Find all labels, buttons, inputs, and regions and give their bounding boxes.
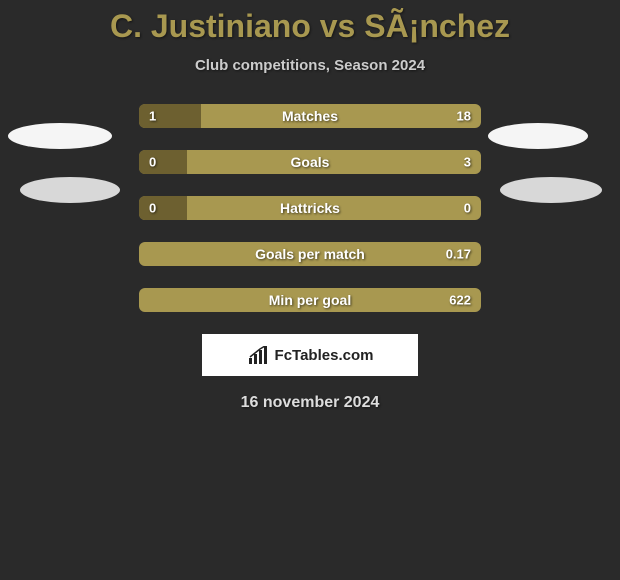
stat-label: Goals xyxy=(139,154,481,170)
logo-text: FcTables.com xyxy=(275,347,374,364)
chart-icon xyxy=(247,346,271,364)
stat-row-goals-per-match: Goals per match 0.17 xyxy=(139,242,481,266)
stat-value-right: 0.17 xyxy=(446,247,471,262)
comparison-title: C. Justiniano vs SÃ¡nchez xyxy=(0,0,620,45)
comparison-subtitle: Club competitions, Season 2024 xyxy=(0,57,620,74)
stats-container: 1 Matches 18 0 Goals 3 0 Hattricks 0 Goa… xyxy=(0,104,620,312)
stat-label: Min per goal xyxy=(139,292,481,308)
stat-label: Goals per match xyxy=(139,246,481,262)
fctables-logo[interactable]: FcTables.com xyxy=(202,334,418,376)
date-text: 16 november 2024 xyxy=(0,394,620,412)
stat-value-right: 0 xyxy=(464,201,471,216)
stat-row-matches: 1 Matches 18 xyxy=(139,104,481,128)
stat-row-min-per-goal: Min per goal 622 xyxy=(139,288,481,312)
stat-row-goals: 0 Goals 3 xyxy=(139,150,481,174)
stat-label: Matches xyxy=(139,108,481,124)
stat-row-hattricks: 0 Hattricks 0 xyxy=(139,196,481,220)
stat-value-right: 622 xyxy=(449,293,471,308)
stat-value-right: 18 xyxy=(457,109,471,124)
stat-label: Hattricks xyxy=(139,200,481,216)
stat-value-right: 3 xyxy=(464,155,471,170)
